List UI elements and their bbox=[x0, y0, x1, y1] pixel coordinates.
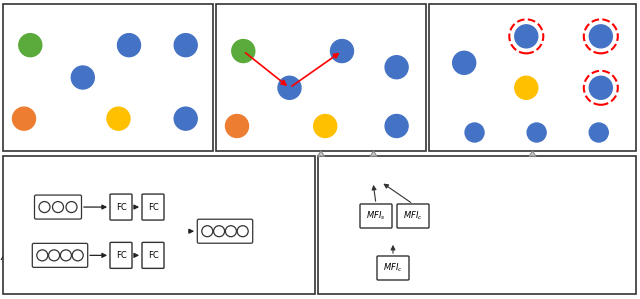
Text: Baby: Baby bbox=[14, 132, 34, 141]
Polygon shape bbox=[317, 151, 324, 156]
Text: $f_{ranking}=R_c$: $f_{ranking}=R_c$ bbox=[388, 236, 435, 249]
Circle shape bbox=[118, 34, 141, 57]
Text: FC: FC bbox=[148, 251, 158, 260]
FancyBboxPatch shape bbox=[377, 256, 409, 280]
Text: Step 2:  Path Reasoning: Step 2: Path Reasoning bbox=[224, 10, 356, 20]
Circle shape bbox=[174, 107, 197, 130]
Text: potty
chair: potty chair bbox=[392, 81, 413, 100]
Text: blanket: blanket bbox=[382, 140, 411, 149]
Text: FC: FC bbox=[148, 202, 158, 212]
Circle shape bbox=[314, 115, 337, 138]
Circle shape bbox=[107, 107, 130, 130]
FancyBboxPatch shape bbox=[110, 242, 132, 269]
Circle shape bbox=[515, 76, 538, 99]
Text: $f_{reward}=\max(R_s, R_c)$: $f_{reward}=\max(R_s, R_c)$ bbox=[366, 176, 449, 188]
Text: $MFI_c$: $MFI_c$ bbox=[403, 210, 423, 222]
Text: bag: bag bbox=[289, 101, 304, 110]
FancyBboxPatch shape bbox=[197, 219, 253, 243]
Bar bbox=[318, 156, 636, 294]
Text: Category:: Category: bbox=[456, 244, 500, 253]
FancyBboxPatch shape bbox=[360, 204, 392, 228]
FancyBboxPatch shape bbox=[35, 195, 81, 219]
Text: toy: toy bbox=[520, 50, 532, 59]
Circle shape bbox=[174, 34, 197, 57]
Circle shape bbox=[589, 25, 612, 48]
Text: Baby: Baby bbox=[503, 244, 525, 253]
Text: blanket: blanket bbox=[586, 144, 612, 150]
FancyBboxPatch shape bbox=[32, 243, 88, 267]
Text: t=2: t=2 bbox=[314, 48, 328, 57]
Text: potty chair: potty chair bbox=[518, 144, 556, 150]
Circle shape bbox=[515, 25, 538, 48]
Text: toy: toy bbox=[123, 59, 135, 68]
Text: Baby: Baby bbox=[227, 140, 246, 149]
Circle shape bbox=[278, 76, 301, 99]
Text: Ranking score:: Ranking score: bbox=[330, 236, 395, 245]
Text: $\tilde{A}_t$: $\tilde{A}_t$ bbox=[0, 247, 13, 264]
Text: $\pi(a_t|s_t, \tilde{A}_t)$: $\pi(a_t|s_t, \tilde{A}_t)$ bbox=[204, 245, 246, 260]
Bar bbox=[3, 4, 213, 151]
Circle shape bbox=[589, 123, 608, 142]
Text: t=1: t=1 bbox=[269, 52, 284, 61]
Circle shape bbox=[71, 66, 94, 89]
Circle shape bbox=[13, 107, 35, 130]
Circle shape bbox=[19, 34, 42, 57]
Text: Reward:: Reward: bbox=[330, 176, 367, 185]
Text: potty
chair: potty chair bbox=[180, 59, 201, 78]
Polygon shape bbox=[529, 151, 536, 156]
Text: >: > bbox=[563, 125, 573, 138]
FancyBboxPatch shape bbox=[110, 194, 132, 220]
Text: blanket: blanket bbox=[586, 101, 615, 110]
Text: FC: FC bbox=[116, 202, 126, 212]
Circle shape bbox=[527, 123, 546, 142]
Text: 'drafty': 'drafty' bbox=[105, 132, 132, 141]
Text: (2) Ranking result:: (2) Ranking result: bbox=[436, 111, 510, 120]
Circle shape bbox=[225, 115, 248, 138]
Text: Dynamic Policy Network: Dynamic Policy Network bbox=[92, 162, 226, 172]
Text: 'drafty': 'drafty' bbox=[513, 101, 540, 110]
Text: >: > bbox=[500, 125, 511, 138]
Text: potty chair: potty chair bbox=[584, 50, 626, 59]
Text: Adebo: Adebo bbox=[221, 65, 245, 74]
Circle shape bbox=[385, 56, 408, 79]
Text: FC: FC bbox=[116, 251, 126, 260]
Bar bbox=[3, 156, 315, 294]
Circle shape bbox=[232, 39, 255, 62]
Bar bbox=[216, 4, 426, 151]
Circle shape bbox=[385, 115, 408, 138]
Text: Description:: Description: bbox=[456, 178, 511, 187]
Text: $MFI_c$: $MFI_c$ bbox=[383, 262, 403, 274]
FancyBboxPatch shape bbox=[142, 194, 164, 220]
Bar bbox=[429, 4, 636, 151]
Text: bag: bag bbox=[452, 76, 467, 85]
Circle shape bbox=[465, 123, 484, 142]
Circle shape bbox=[589, 76, 612, 99]
Circle shape bbox=[330, 39, 353, 62]
Text: blanket: blanket bbox=[172, 132, 200, 141]
Text: $s_t = (v_{bag}, r_1, v_{toy}, r_2, v_{potty\_chair})$: $s_t = (v_{bag}, r_1, v_{toy}, r_2, v_{p… bbox=[222, 26, 342, 40]
Text: toy: toy bbox=[469, 144, 480, 150]
Text: $s_t$: $s_t$ bbox=[5, 201, 15, 213]
Circle shape bbox=[452, 51, 476, 74]
FancyBboxPatch shape bbox=[397, 204, 429, 228]
Text: (1) Searched path:: (1) Searched path: bbox=[436, 26, 511, 35]
Text: Pure
cotton fabric, care
for baby's health...: Pure cotton fabric, care for baby's heal… bbox=[511, 178, 583, 208]
Text: Step 1:  Graph Construction: Step 1: Graph Construction bbox=[11, 10, 165, 20]
Text: bag: bag bbox=[81, 91, 95, 100]
Text: Step 3:  Item Inference: Step 3: Item Inference bbox=[437, 10, 564, 20]
Text: 'drafty': 'drafty' bbox=[312, 140, 339, 149]
Polygon shape bbox=[370, 151, 377, 156]
Text: toy: toy bbox=[336, 65, 348, 74]
Text: Adebo: Adebo bbox=[8, 59, 33, 68]
Text: Multi-Feature Inference: Multi-Feature Inference bbox=[412, 162, 542, 172]
FancyBboxPatch shape bbox=[142, 242, 164, 269]
Text: $MFI_s$: $MFI_s$ bbox=[366, 210, 386, 222]
